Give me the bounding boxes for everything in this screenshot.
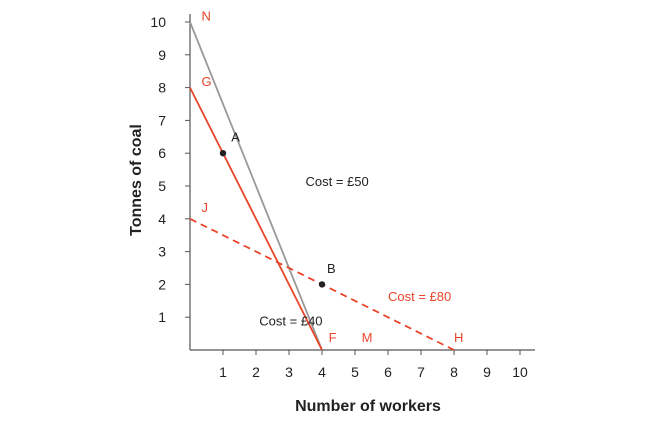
annotation-h: H	[454, 330, 463, 345]
cost-label-3: Cost = £80	[388, 289, 451, 304]
cost-line-2	[189, 87, 323, 351]
annotation-n: N	[202, 8, 211, 23]
annotation-f: F	[329, 330, 337, 345]
marks: Cost = £50 Cost = £40 Cost = £80 A B N G J F M H	[202, 8, 464, 344]
point-label-a: A	[231, 130, 240, 145]
x-tick-label: 1	[219, 364, 227, 380]
x-tick-label: 9	[483, 364, 491, 380]
point-a	[219, 150, 227, 157]
annotation-g: G	[202, 74, 212, 89]
y-tick-label: 8	[158, 80, 166, 96]
x-tick-label: 4	[318, 364, 326, 380]
axes: 1 2 3 4 5 6 7 8 9 10 1 2 3 4 5 6 7 8 9 10	[150, 14, 535, 380]
x-tick-label: 10	[512, 364, 528, 380]
x-tick-label: 7	[417, 364, 425, 380]
y-axis-label: Tonnes of coal	[128, 124, 145, 236]
point-label-b: B	[327, 261, 336, 276]
y-tick-label: 5	[158, 178, 166, 194]
x-tick-label: 2	[252, 364, 260, 380]
point-b	[318, 281, 326, 288]
x-tick-label: 3	[285, 364, 293, 380]
x-tick-label: 8	[450, 364, 458, 380]
cost-label-1: Cost = £50	[306, 174, 369, 189]
y-tick-label: 9	[158, 47, 166, 63]
y-tick-label: 7	[158, 112, 166, 128]
y-tick-label: 2	[158, 276, 166, 292]
y-tick-label: 6	[158, 145, 166, 161]
y-tick-label: 10	[150, 14, 166, 30]
cost-label-2: Cost = £40	[259, 313, 322, 328]
x-tick-label: 5	[351, 364, 359, 380]
annotation-m: M	[362, 330, 373, 345]
y-tick-label: 3	[158, 244, 166, 260]
cost-line-1	[189, 21, 323, 351]
y-tick-label: 4	[158, 211, 166, 227]
y-tick-label: 1	[158, 309, 166, 325]
annotation-j: J	[202, 200, 209, 215]
x-tick-label: 6	[384, 364, 392, 380]
x-axis-label: Number of workers	[295, 398, 441, 415]
